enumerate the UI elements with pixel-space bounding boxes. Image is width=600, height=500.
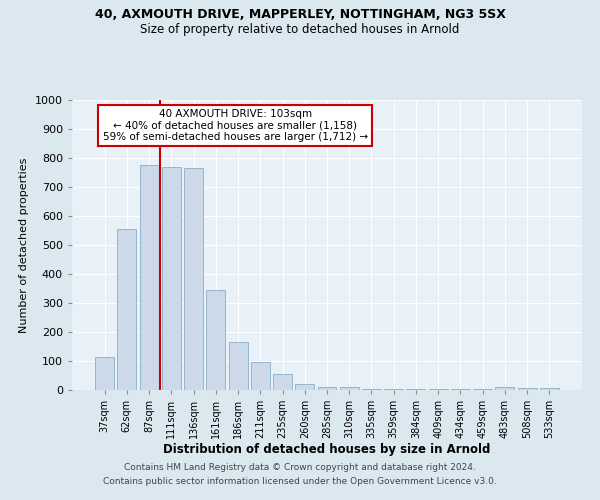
Bar <box>340 387 359 390</box>
Bar <box>184 168 203 390</box>
Bar <box>362 388 381 390</box>
Bar <box>229 342 248 390</box>
Text: Contains HM Land Registry data © Crown copyright and database right 2024.: Contains HM Land Registry data © Crown c… <box>124 464 476 472</box>
Bar <box>273 374 292 390</box>
Bar <box>118 229 136 390</box>
Bar <box>384 389 403 390</box>
Bar <box>95 356 114 390</box>
Text: Distribution of detached houses by size in Arnold: Distribution of detached houses by size … <box>163 442 491 456</box>
Text: 40 AXMOUTH DRIVE: 103sqm
← 40% of detached houses are smaller (1,158)
59% of sem: 40 AXMOUTH DRIVE: 103sqm ← 40% of detach… <box>103 108 368 142</box>
Bar <box>406 389 425 390</box>
Text: Contains public sector information licensed under the Open Government Licence v3: Contains public sector information licen… <box>103 477 497 486</box>
Bar <box>317 386 337 390</box>
Bar <box>206 290 225 390</box>
Text: Size of property relative to detached houses in Arnold: Size of property relative to detached ho… <box>140 22 460 36</box>
Bar <box>540 388 559 390</box>
Y-axis label: Number of detached properties: Number of detached properties <box>19 158 29 332</box>
Bar <box>496 387 514 390</box>
Text: 40, AXMOUTH DRIVE, MAPPERLEY, NOTTINGHAM, NG3 5SX: 40, AXMOUTH DRIVE, MAPPERLEY, NOTTINGHAM… <box>95 8 505 20</box>
Bar <box>295 384 314 390</box>
Bar <box>251 362 270 390</box>
Bar <box>518 388 536 390</box>
Bar <box>162 166 181 390</box>
Bar <box>140 166 158 390</box>
Bar <box>429 389 448 390</box>
